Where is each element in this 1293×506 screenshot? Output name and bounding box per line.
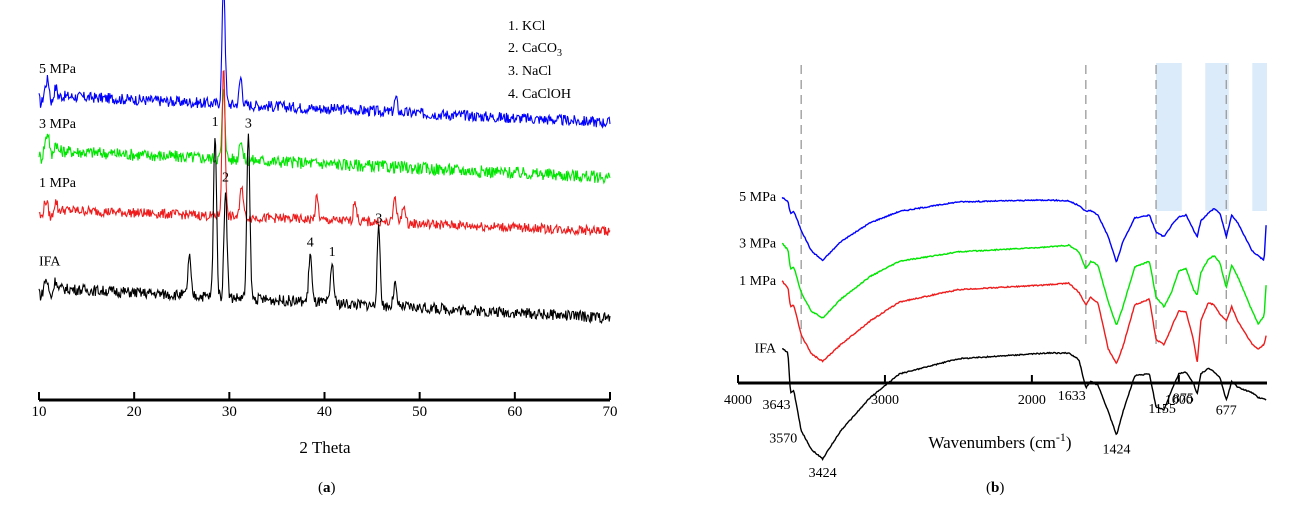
- highlight-band: [1252, 63, 1267, 211]
- x-tick-label: 50: [412, 404, 427, 420]
- peak-label: 875: [1173, 392, 1194, 407]
- peak-label: 1: [212, 115, 219, 130]
- series-label: 1 MPa: [39, 176, 77, 191]
- peak-label: 1424: [1103, 442, 1131, 457]
- series-line-ifa: [782, 348, 1267, 462]
- x-axis-title-a: 2 Theta: [299, 438, 351, 457]
- panel-label-a: (a): [318, 480, 336, 496]
- x-tick-label: 70: [603, 404, 618, 420]
- x-tick-label: 2000: [1018, 393, 1046, 408]
- peak-label: 3: [375, 212, 382, 227]
- series-line-1-mpa: [38, 70, 611, 237]
- peak-label: 4: [307, 235, 314, 250]
- chart-b: 5 MPa 3 MPa 1 MPa IFA 3643 3570 3424 1633 1424 1…: [724, 63, 1267, 481]
- x-tick-label: 60: [507, 404, 522, 420]
- x-axis-title-b: Wavenumbers (cm-1): [928, 430, 1071, 452]
- peak-label: 1: [329, 245, 336, 260]
- series-label: 5 MPa: [39, 62, 77, 77]
- series-line-3-mpa: [38, 88, 611, 185]
- series-label: 3 MPa: [739, 236, 777, 251]
- peak-label: 3643: [763, 398, 791, 413]
- x-axis-b: 4000 3000 2000 1000: [724, 375, 1267, 408]
- x-tick-label: 20: [127, 404, 142, 420]
- legend-entry-4: 4. CaClOH: [508, 87, 571, 102]
- x-tick-label: 30: [222, 404, 237, 420]
- peak-label: 2: [222, 170, 229, 185]
- series-label: 5 MPa: [739, 190, 777, 205]
- legend-entry-2: 2. CaCO3: [508, 41, 562, 59]
- peak-label: 1633: [1058, 389, 1086, 404]
- peak-label: 677: [1216, 403, 1237, 418]
- peak-label: 3: [245, 117, 252, 132]
- peak-label: 1155: [1148, 402, 1175, 417]
- x-tick-label: 3000: [871, 393, 899, 408]
- series-line-ifa: [38, 133, 611, 325]
- x-tick-label: 10: [32, 404, 47, 420]
- legend-a: 1. KCl 2. CaCO3 3. NaCl 4. CaClOH: [508, 19, 571, 102]
- series-label: 1 MPa: [739, 274, 777, 289]
- series-line-3-mpa: [781, 242, 1267, 326]
- legend-entry-3: 3. NaCl: [508, 64, 552, 79]
- series-line-1-mpa: [781, 280, 1267, 365]
- series-label: IFA: [755, 341, 777, 356]
- x-tick-label: 1000: [1165, 393, 1193, 408]
- highlight-band: [1156, 63, 1182, 211]
- x-tick-label: 4000: [724, 393, 752, 408]
- panel-label-b: (b): [986, 480, 1005, 496]
- highlight-band: [1205, 63, 1229, 211]
- peak-label: 3424: [809, 466, 837, 481]
- x-axis-a: 10 20 30 40 50 60 70: [32, 392, 618, 420]
- x-tick-label: 40: [317, 404, 332, 420]
- legend-entry-1: 1. KCl: [508, 19, 545, 34]
- series-line-5-mpa: [38, 0, 611, 129]
- series-label: 3 MPa: [39, 117, 77, 132]
- peak-label: 3570: [769, 432, 797, 447]
- series-line-5-mpa: [781, 196, 1267, 263]
- series-label: IFA: [39, 255, 61, 270]
